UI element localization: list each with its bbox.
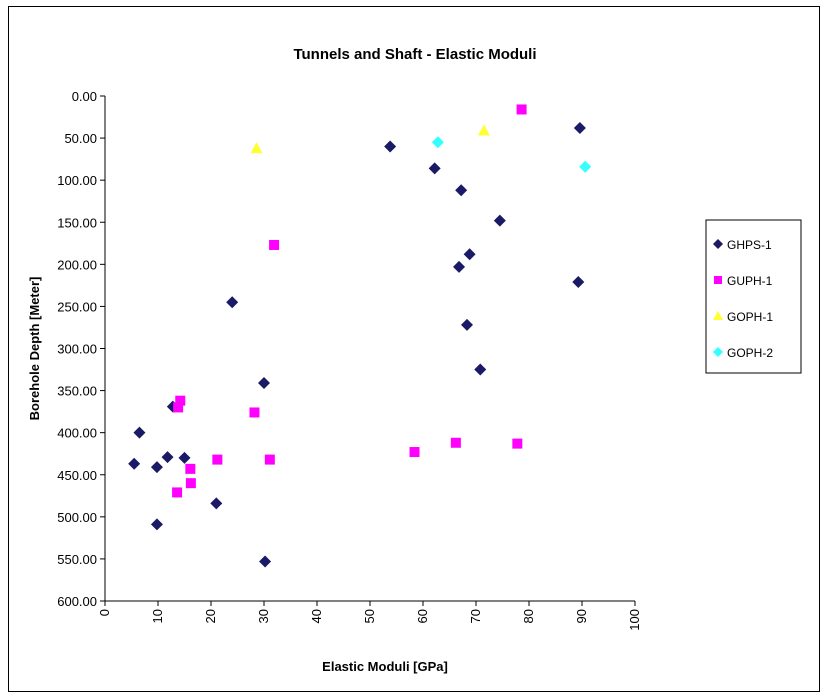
x-tick-label: 90 (574, 609, 589, 623)
point-ghps-1 (133, 426, 146, 439)
y-tick-label: 300.00 (57, 342, 97, 357)
point-guph-1 (512, 438, 523, 449)
point-guph-1 (175, 395, 186, 406)
point-guph-1 (185, 478, 196, 489)
point-guph-1 (516, 104, 527, 115)
y-tick-label: 250.00 (57, 299, 97, 314)
x-tick-label: 70 (468, 609, 483, 623)
point-ghps-1 (150, 461, 163, 474)
y-tick-label: 450.00 (57, 468, 97, 483)
point-guph-1 (264, 454, 275, 465)
y-tick-label: 600.00 (57, 594, 97, 609)
point-ghps-1 (474, 363, 487, 376)
x-tick-label: 30 (256, 609, 271, 623)
legend-label-goph-1: GOPH-1 (727, 310, 773, 324)
point-goph-2 (579, 160, 592, 173)
y-tick-label: 500.00 (57, 510, 97, 525)
legend-label-ghps-1: GHPS-1 (727, 238, 772, 252)
point-ghps-1 (463, 248, 476, 261)
x-axis-title: Elastic Moduli [GPa] (322, 659, 448, 674)
point-ghps-1 (428, 162, 441, 175)
x-tick-label: 80 (521, 609, 536, 623)
legend-marker-goph-2 (713, 347, 723, 357)
x-tick-label: 40 (309, 609, 324, 623)
point-goph-2 (431, 136, 444, 149)
y-tick-label: 50.00 (64, 131, 97, 146)
x-tick-label: 100 (627, 609, 642, 631)
point-ghps-1 (572, 276, 585, 289)
point-ghps-1 (384, 140, 397, 153)
point-guph-1 (212, 454, 223, 465)
point-ghps-1 (128, 457, 141, 470)
chart: Tunnels and Shaft - Elastic Moduli 0.00 50… (27, 46, 802, 674)
point-ghps-1 (258, 377, 270, 390)
point-ghps-1 (573, 121, 586, 134)
y-tick-label: 0.00 (72, 89, 97, 104)
point-goph-1 (250, 142, 263, 154)
chart-frame: Tunnels and Shaft - Elastic Moduli 0.00 50… (8, 6, 820, 692)
point-ghps-1 (259, 555, 272, 568)
legend-marker-goph-1 (713, 311, 723, 320)
point-ghps-1 (455, 184, 468, 197)
chart-title: Tunnels and Shaft - Elastic Moduli (293, 46, 536, 63)
x-tick-label: 50 (362, 609, 377, 623)
point-guph-1 (185, 463, 196, 474)
point-ghps-1 (161, 451, 174, 464)
y-tick-label: 400.00 (57, 426, 97, 441)
y-tick-label: 100.00 (57, 173, 97, 188)
point-ghps-1 (226, 296, 239, 309)
legend-label-goph-2: GOPH-2 (727, 346, 773, 360)
x-tick-label: 0 (97, 609, 112, 616)
x-tick-label: 60 (415, 609, 430, 623)
point-guph-1 (450, 437, 461, 448)
point-goph-1 (477, 124, 490, 136)
y-tick-label: 350.00 (57, 384, 97, 399)
point-guph-1 (173, 402, 184, 413)
legend-box (705, 219, 802, 374)
y-axis-title: Borehole Depth [Meter] (27, 277, 42, 421)
legend-marker-ghps-1 (713, 239, 723, 249)
x-tick-label: 20 (203, 609, 218, 623)
y-tick-label: 200.00 (57, 257, 97, 272)
point-ghps-1 (493, 214, 506, 227)
point-ghps-1 (178, 451, 191, 464)
legend-label-guph-1: GUPH-1 (727, 274, 773, 288)
point-guph-1 (409, 447, 420, 458)
point-guph-1 (172, 487, 183, 498)
point-ghps-1 (150, 518, 163, 531)
point-guph-1 (269, 239, 280, 250)
point-ghps-1 (460, 318, 473, 331)
point-ghps-1 (210, 497, 223, 510)
y-tick-label: 550.00 (57, 552, 97, 567)
y-tick-label: 150.00 (57, 215, 97, 230)
point-ghps-1 (453, 260, 466, 273)
x-tick-label: 10 (150, 609, 165, 623)
legend-marker-guph-1 (714, 276, 722, 284)
point-guph-1 (249, 407, 260, 418)
